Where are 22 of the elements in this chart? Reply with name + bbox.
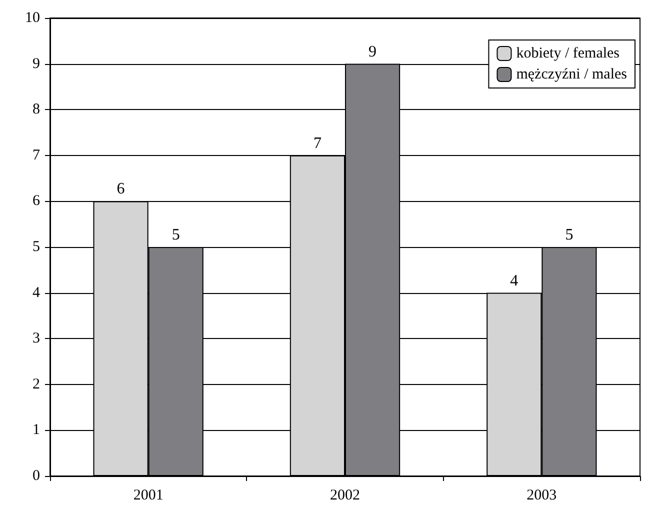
y-tick-label: 0	[32, 468, 40, 484]
y-tick-label: 4	[32, 284, 40, 301]
data-label: 4	[510, 272, 518, 290]
y-tick-label: 5	[32, 239, 40, 255]
data-label: 6	[116, 180, 125, 198]
y-tick-label: 1	[32, 422, 40, 438]
data-label: 5	[172, 226, 180, 244]
x-tick-label: 2003	[526, 488, 557, 504]
y-tick-label: 3	[32, 330, 40, 347]
data-label: 9	[368, 43, 377, 60]
legend-label: kobiety / females	[516, 46, 620, 62]
legend-label: mężczyźni / males	[516, 66, 628, 82]
y-tick-label: 9	[32, 56, 40, 72]
data-label: 7	[313, 134, 322, 152]
data-label: 5	[565, 226, 574, 244]
x-tick-label: 2001	[133, 488, 164, 504]
y-tick-label: 6	[32, 193, 40, 210]
y-tick-label: 10	[25, 10, 40, 26]
x-tick-label: 2002	[330, 488, 360, 504]
y-tick-label: 2	[32, 376, 40, 392]
y-tick-label: 8	[32, 102, 40, 118]
y-tick-label: 7	[32, 147, 40, 164]
